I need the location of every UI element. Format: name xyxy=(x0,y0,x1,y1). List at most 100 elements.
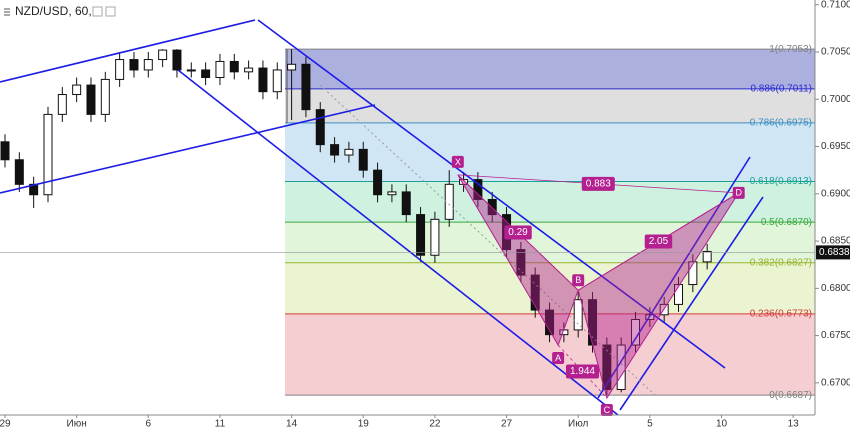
candle-body xyxy=(258,67,268,93)
candle-body xyxy=(72,84,82,96)
fib-label: 0.886(0.7011) xyxy=(750,84,812,95)
candle-body xyxy=(473,179,483,200)
trend-line xyxy=(619,196,764,411)
candle-body xyxy=(401,191,411,216)
trend-lines xyxy=(0,19,764,416)
point-label: D xyxy=(735,188,742,198)
candle-body xyxy=(215,60,225,79)
candle-body xyxy=(688,261,698,286)
trend-line xyxy=(0,104,376,194)
trend-line xyxy=(177,69,619,416)
candle-body xyxy=(487,198,497,216)
fib-label: 0.382(0.6827) xyxy=(750,257,812,268)
fib-label: 0.786(0.6975) xyxy=(750,118,812,129)
x-tick-label: Июл xyxy=(568,419,588,430)
candle-body xyxy=(516,249,526,276)
candle-body xyxy=(287,63,297,71)
point-label: A xyxy=(555,353,561,363)
x-tick-label: 19 xyxy=(358,419,370,430)
candle-body xyxy=(143,59,153,71)
pattern-ratio: 2.05 xyxy=(649,236,669,247)
chart-title: NZD/USD, 60, xyxy=(15,4,92,18)
candle-body xyxy=(702,250,712,263)
settings-button[interactable] xyxy=(105,6,116,17)
hide-button[interactable] xyxy=(92,6,103,17)
candle-body xyxy=(172,49,182,71)
x-tick-label: 6 xyxy=(146,419,152,430)
candle-body xyxy=(86,84,96,115)
x-tick-label: 5 xyxy=(647,419,653,430)
trend-line xyxy=(597,156,751,399)
harmonic-pattern: 0.883 0.29 1.944 2.05 X A B C D xyxy=(451,155,745,416)
candle-body xyxy=(387,191,397,196)
x-tick-label: 14 xyxy=(286,419,298,430)
diagonal xyxy=(319,84,656,396)
last-price-label: 0.6838 xyxy=(819,247,850,258)
candle-body xyxy=(315,109,325,146)
y-tick-label: 0.6750 xyxy=(821,330,850,341)
x-tick-label: 22 xyxy=(429,419,441,430)
fib-label: 0(0.6687) xyxy=(769,390,812,401)
candle-body xyxy=(573,299,583,331)
y-tick-label: 0.7050 xyxy=(821,47,850,58)
pattern-ratio: 0.883 xyxy=(586,179,611,190)
fib-zone xyxy=(285,222,815,263)
candle-body xyxy=(301,63,311,111)
fib-label: 0.618(0.6913) xyxy=(750,176,812,187)
trend-line xyxy=(257,19,726,369)
candle-body xyxy=(344,148,354,156)
trend-line xyxy=(0,19,256,83)
y-tick-label: 0.6950 xyxy=(821,141,850,152)
candle-body xyxy=(358,148,368,171)
y-tick-label: 0.6700 xyxy=(821,377,850,388)
y-tick-label: 0.7000 xyxy=(821,94,850,105)
x-tick-label: 10 xyxy=(716,419,728,430)
point-box xyxy=(552,352,565,365)
ratio-box xyxy=(644,234,673,249)
candle-body xyxy=(430,218,440,256)
candle-body xyxy=(416,214,426,256)
x-tick-label: 29 xyxy=(0,419,11,430)
fib-zones: 1(0.7053) 0.886(0.7011) 0.786(0.6975) 0.618… xyxy=(285,44,815,401)
candle-body xyxy=(57,94,67,115)
candle-body xyxy=(545,309,555,336)
ratio-box xyxy=(504,225,532,240)
candle-body xyxy=(201,69,211,79)
y-tick-label: 0.6800 xyxy=(821,283,850,294)
fib-label: 0.236(0.6773) xyxy=(750,308,812,319)
point-box xyxy=(732,186,745,199)
point-label: C xyxy=(604,405,611,415)
candle-body xyxy=(158,49,168,61)
candle-body xyxy=(272,69,282,93)
pattern-ratio: 1.944 xyxy=(570,366,595,377)
candle-body xyxy=(330,144,340,156)
y-tick-label: 0.7100 xyxy=(821,0,850,10)
candle-body xyxy=(602,344,612,390)
point-box xyxy=(451,155,464,168)
candle-body xyxy=(530,274,540,311)
x-tick-label: 11 xyxy=(215,419,226,430)
candle-body xyxy=(229,60,239,73)
point-label: B xyxy=(575,275,581,285)
last-price-box xyxy=(816,245,850,260)
point-box xyxy=(572,274,585,287)
y-tick-label: 0.6900 xyxy=(821,188,850,199)
fib-label: 0.5(0.6870) xyxy=(761,217,812,228)
candle-body xyxy=(674,284,684,305)
fib-label: 1(0.7053) xyxy=(769,44,812,55)
x-tick-label: 27 xyxy=(501,419,513,430)
candle-body xyxy=(129,59,139,71)
x-tick-label: Июн xyxy=(67,419,87,430)
candle-body xyxy=(0,141,10,161)
fib-zone xyxy=(285,88,815,123)
point-label: X xyxy=(455,157,461,167)
pattern-leg xyxy=(457,174,579,291)
pattern-ratio: 0.29 xyxy=(508,227,528,238)
candle-body xyxy=(115,59,125,80)
x-tick-label: 13 xyxy=(788,419,800,430)
candle-body xyxy=(100,78,110,115)
candle-body xyxy=(244,67,254,73)
ratio-box xyxy=(565,364,600,379)
